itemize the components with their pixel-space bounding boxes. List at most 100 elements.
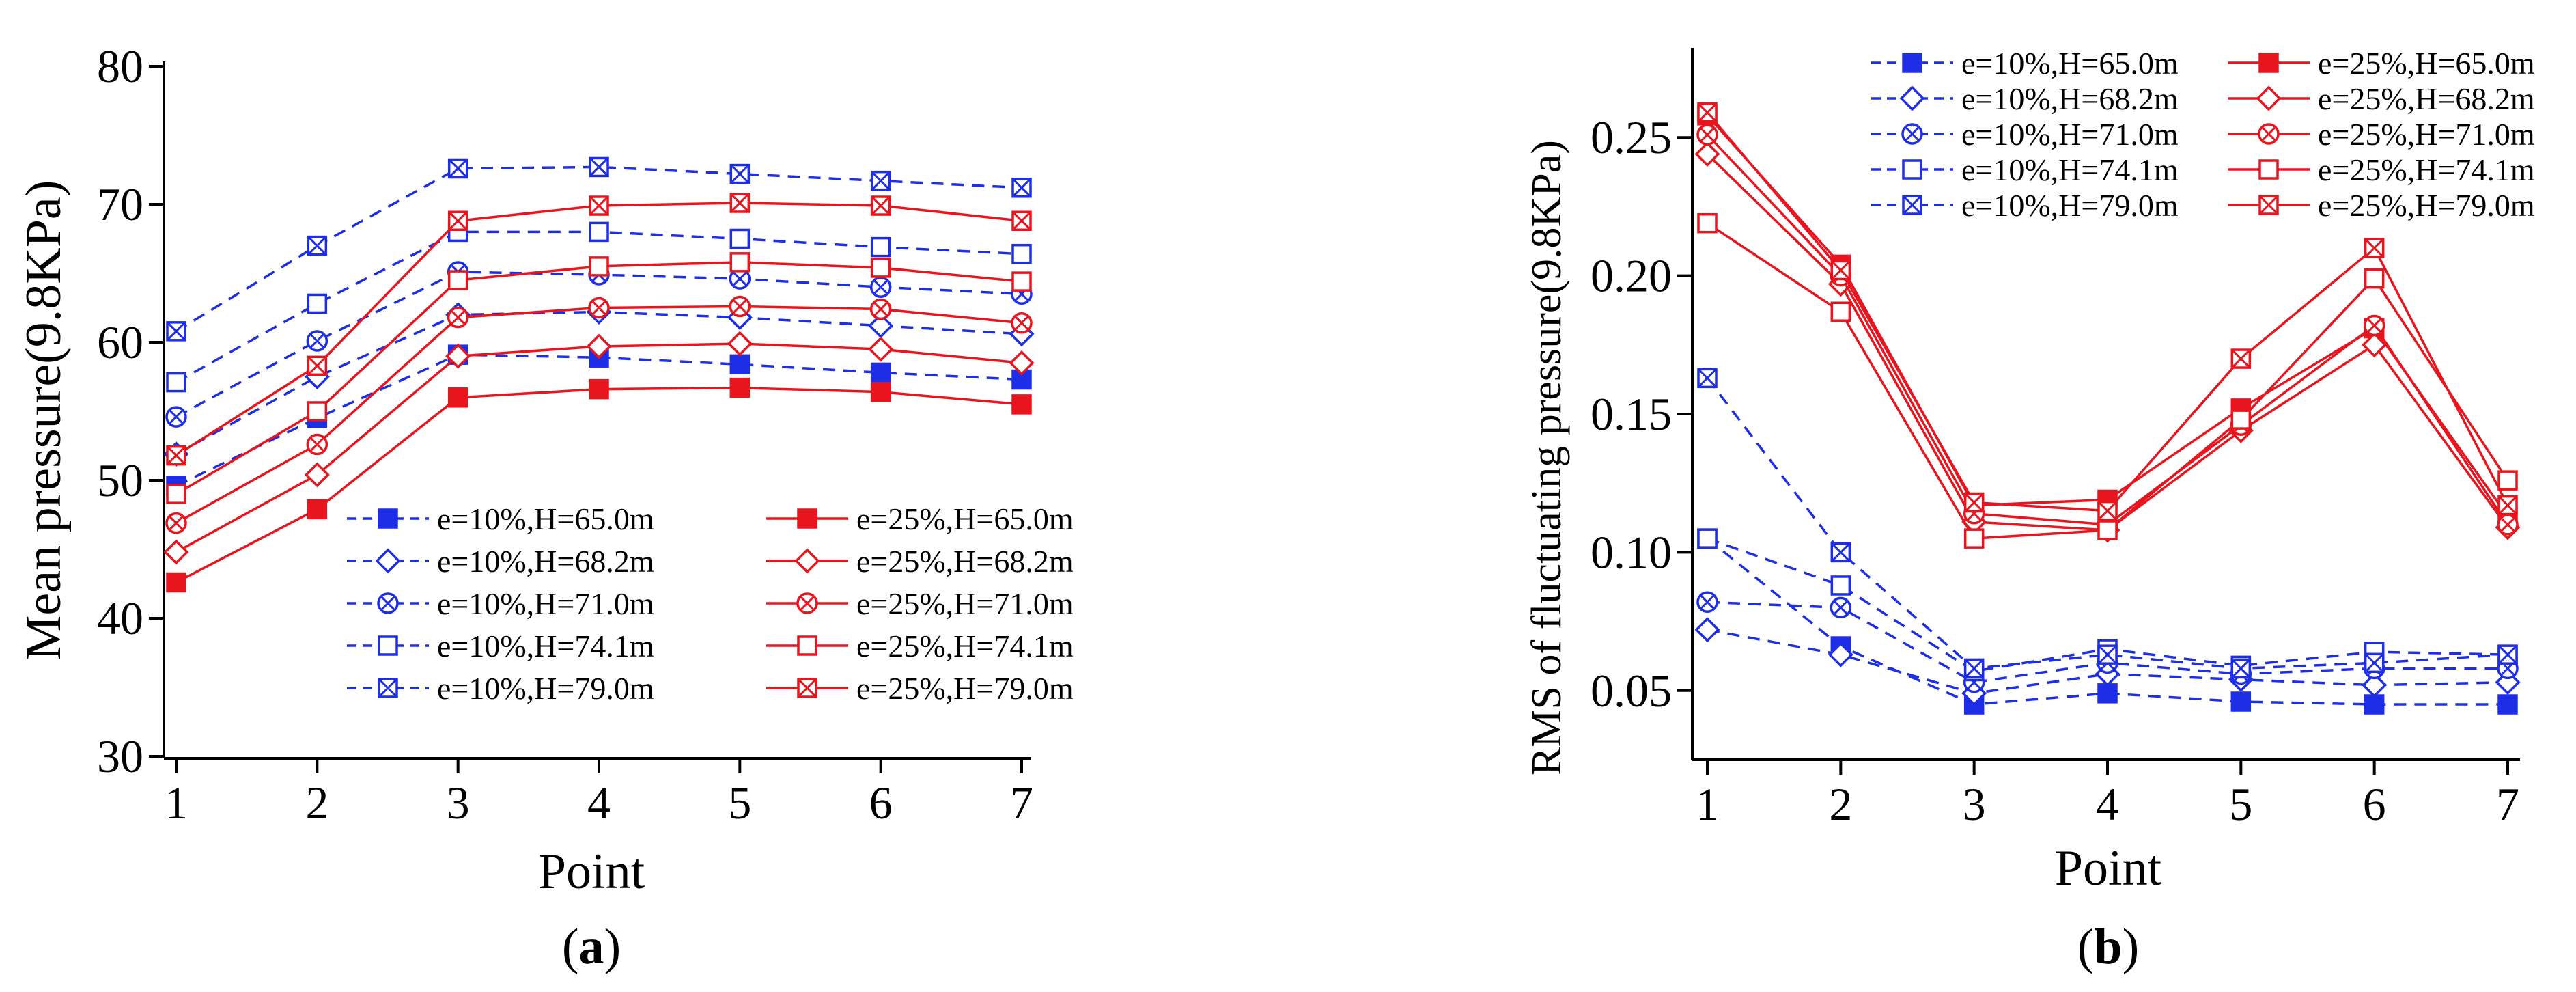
a-series-4-point-0: [166, 321, 186, 342]
b-series-4-point-6-cross2: [2497, 645, 2518, 665]
a-series-6-point-2-shape: [445, 343, 471, 369]
b-series-0-point-6: [2497, 694, 2518, 715]
a-series-5-point-2-shape: [447, 387, 468, 408]
b-ytick-label-0: 0.05: [1591, 665, 1672, 717]
b-series-0-point-5: [2364, 694, 2385, 715]
b-xtick-label-2: 3: [1963, 778, 1986, 830]
b-legend-marker-3: [1902, 159, 1922, 180]
a-legend-marker-1: [375, 548, 401, 574]
chart-b-xlabel: Point: [2055, 840, 2162, 896]
a-series-6-point-2: [445, 343, 471, 369]
b-series-6-point-5: [2362, 332, 2388, 358]
b-legend-marker-2-cross2: [1905, 126, 1920, 141]
chart-a-panel-label: (a): [562, 919, 621, 975]
b-legend-item-8: e=25%,H=74.1m: [2228, 152, 2535, 187]
b-series-9-point-6: [2497, 495, 2518, 516]
b-series-7-point-0: [1696, 124, 1718, 146]
a-xtick-label-6: 7: [1010, 777, 1033, 829]
b-xtick-label-0: 1: [1696, 778, 1719, 830]
b-legend-item-6: e=25%,H=68.2m: [2228, 81, 2535, 116]
a-series-3-point-6: [1011, 243, 1032, 264]
b-series-0-point-6-shape: [2497, 694, 2518, 715]
b-series-8-point-1-shape: [1830, 301, 1851, 322]
a-series-3-point-0-shape: [166, 372, 186, 393]
b-series-2-point-0-cross2: [1700, 594, 1715, 610]
a-legend-marker-7: [796, 592, 818, 614]
b-series-4-point-1-cross2: [1831, 542, 1851, 562]
b-series-2-point-1-cross2: [1833, 600, 1849, 616]
a-series-5-point-5-shape: [870, 381, 891, 402]
b-series-9-point-2-cross2: [1964, 493, 1984, 512]
b-series-7-point-5: [2363, 314, 2385, 337]
a-series-6-point-5: [868, 336, 894, 362]
b-series-4-point-2-cross2: [1964, 659, 1984, 678]
a-series-0-point-5: [870, 362, 891, 383]
b-ytick-label-2: 0.15: [1591, 388, 1672, 440]
b-series-9-point-6-cross2: [2497, 495, 2518, 515]
a-legend-item-2: e=10%,H=71.0m: [347, 586, 654, 621]
a-series-9-point-2: [447, 210, 468, 231]
a-ytick-label-4: 70: [97, 178, 143, 230]
a-series-3-point-1: [307, 293, 328, 314]
a-ytick-label-2: 50: [97, 454, 143, 506]
a-series-9-point-0: [166, 445, 186, 466]
a-series-2-point-4-cross2: [732, 271, 748, 287]
b-legend-marker-0-shape: [1902, 53, 1922, 73]
b-legend-label-6: e=25%,H=68.2m: [2318, 81, 2535, 116]
a-ytick-label-5: 80: [97, 40, 143, 92]
a-series-5-point-1-shape: [307, 499, 328, 520]
a-series-8-point-5: [870, 258, 891, 278]
b-series-8-point-2: [1963, 528, 1985, 549]
b-legend-item-3: e=10%,H=74.1m: [1871, 152, 2179, 187]
b-series-7-point-6-cross2: [2500, 516, 2515, 532]
b-series-9-point-5: [2364, 238, 2385, 258]
b-series-4-point-3: [2097, 644, 2118, 665]
b-series-4-point-5: [2364, 652, 2385, 674]
a-series-6-point-5-shape: [868, 336, 894, 362]
a-series-7-point-3: [588, 297, 610, 319]
a-legend-marker-0-shape: [378, 508, 398, 529]
b-ytick-label-3: 0.20: [1591, 250, 1672, 302]
a-legend-label-6: e=25%,H=68.2m: [856, 544, 1074, 579]
a-series-4-point-3-cross2: [589, 157, 609, 177]
a-series-4-point-6-cross2: [1011, 178, 1032, 197]
b-series-9-point-1: [1830, 260, 1851, 281]
a-series-0-point-4: [729, 354, 751, 375]
a-legend-marker-4: [378, 678, 398, 698]
a-series-8-point-3-shape: [589, 256, 609, 277]
b-series-6-point-0: [1694, 141, 1720, 167]
b-series-9-point-3-cross2: [2097, 501, 2118, 521]
a-series-8-point-1-shape: [307, 401, 328, 422]
a-series-9-point-3: [589, 195, 609, 216]
b-legend-marker-5: [2258, 53, 2279, 73]
b-series-4-point-6: [2497, 644, 2518, 665]
b-series-0-point-5-shape: [2364, 694, 2385, 715]
b-series-8-point-6-shape: [2497, 470, 2518, 491]
a-series-7-point-1-cross2: [309, 437, 325, 452]
a-series-7-point-4: [729, 295, 751, 318]
b-legend-marker-0: [1902, 53, 1922, 73]
chart-a-legend: e=10%,H=65.0m e=10%,H=68.2m e=10%,H=71.0m e…: [347, 501, 1074, 706]
a-series-3-point-3-shape: [589, 221, 609, 243]
b-legend-marker-6-shape: [2256, 85, 2282, 111]
a-series-5-point-5: [870, 381, 891, 402]
a-series-3-point-4: [729, 228, 751, 249]
a-legend-marker-3: [378, 635, 398, 656]
a-series-0-point-4-shape: [729, 354, 751, 375]
a-legend-label-2: e=10%,H=71.0m: [437, 586, 654, 621]
a-series-7-point-2-cross2: [450, 309, 466, 325]
b-series-9-point-1-cross2: [1831, 260, 1851, 280]
a-series-6-point-6: [1009, 350, 1035, 376]
b-legend-label-7: e=25%,H=71.0m: [2318, 117, 2535, 152]
a-series-5-point-1: [307, 499, 328, 520]
a-series-8-point-2-shape: [447, 270, 468, 290]
b-xtick-label-3: 4: [2096, 778, 2119, 830]
b-series-0-point-4-shape: [2230, 691, 2252, 712]
a-series-2-point-1-cross2: [309, 333, 325, 348]
a-xtick-label-5: 6: [869, 777, 893, 829]
a-series-6-point-0: [163, 539, 189, 565]
a-series-5-point-4-shape: [729, 377, 751, 398]
a-legend-item-5: e=25%,H=65.0m: [766, 501, 1074, 536]
b-ytick-label-1: 0.10: [1591, 526, 1672, 578]
